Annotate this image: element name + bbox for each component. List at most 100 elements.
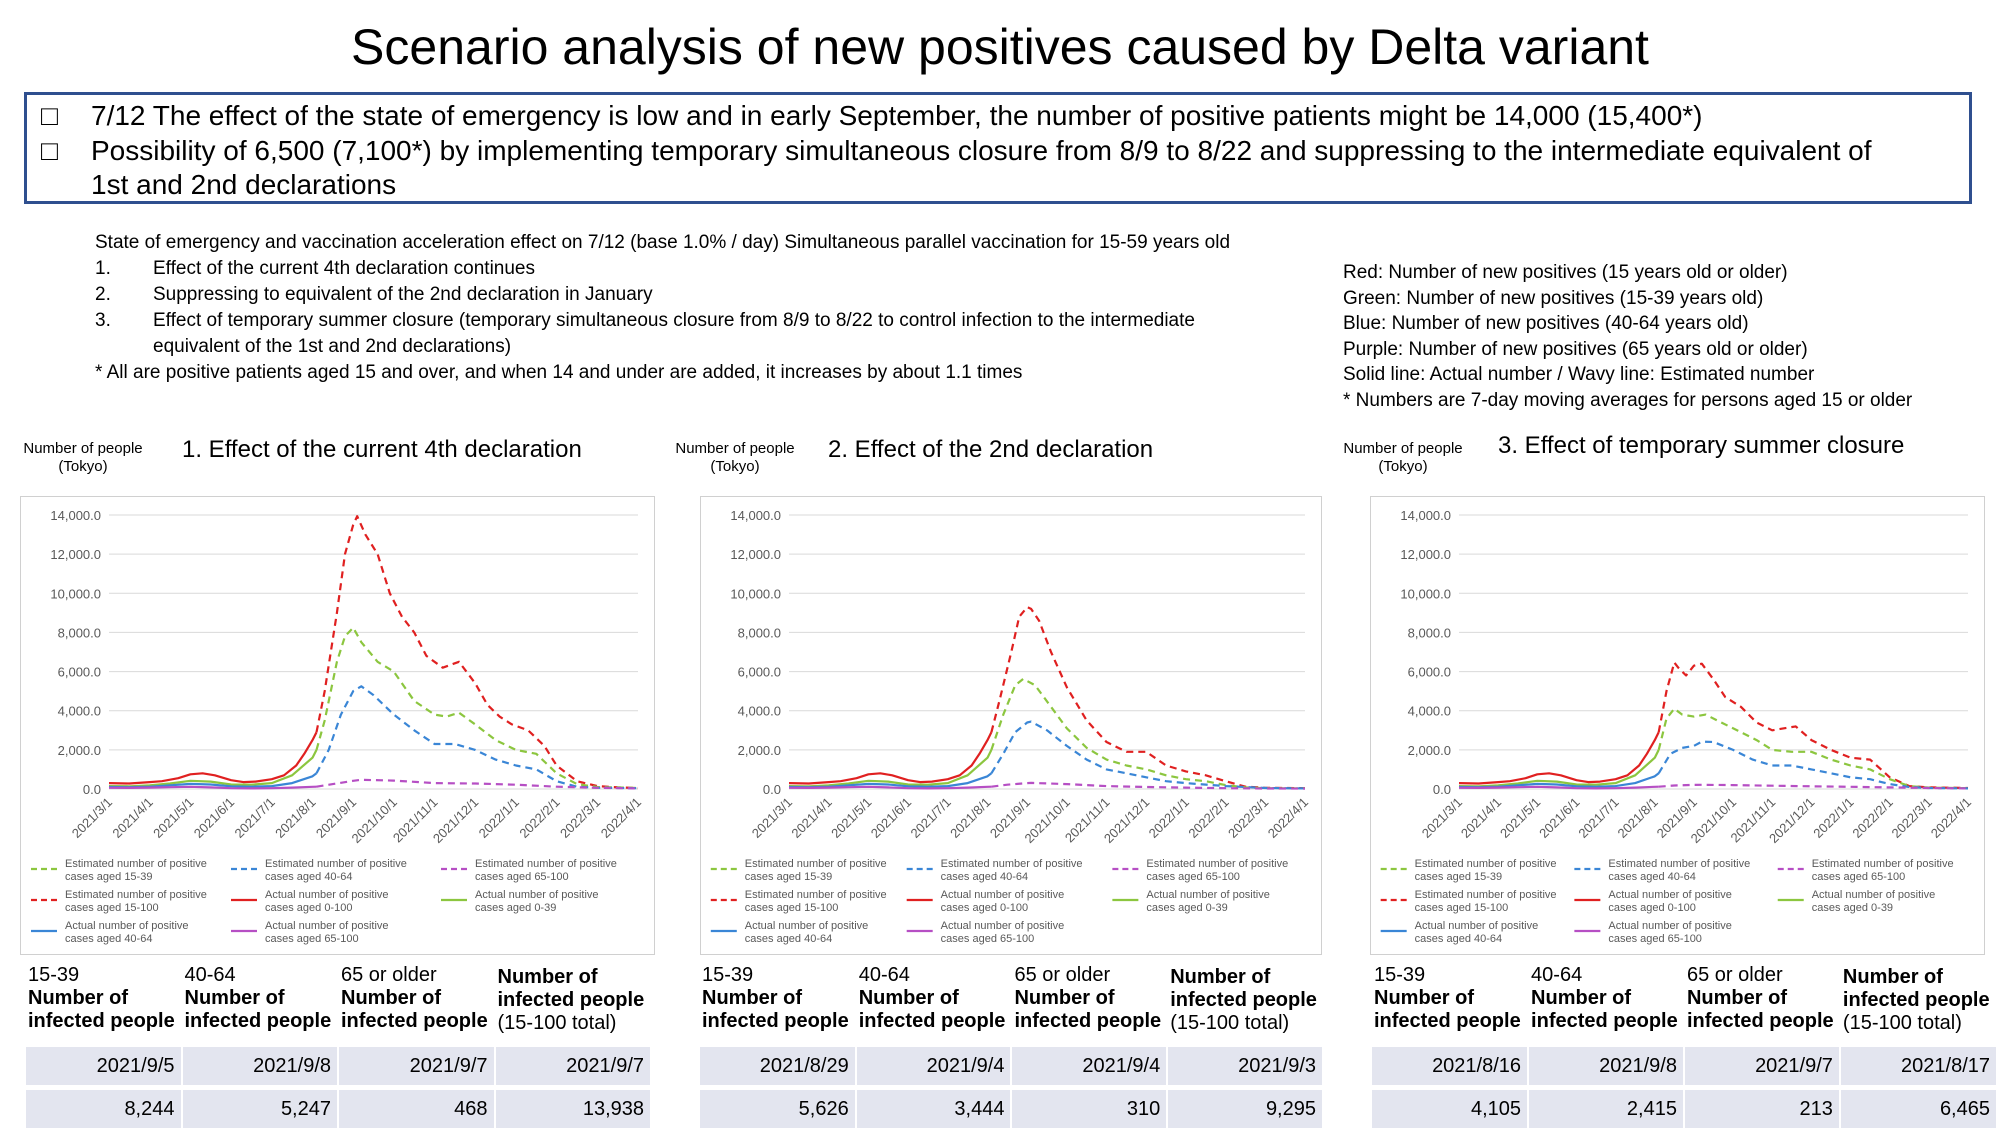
age-group-label: 65 or older: [1686, 964, 1783, 986]
legend-label-line1: Estimated number of positive: [1608, 858, 1750, 870]
legend-label-line2: cases aged 65-100: [475, 871, 569, 883]
header-cell: Number of infected people (15-100 total): [1840, 964, 1996, 1035]
legend-label-line2: cases aged 0-39: [1146, 902, 1227, 914]
table-header-row: 15-39 Number of infected people 40-64 Numbe…: [1372, 964, 1996, 1035]
y-tick-label: 2,000.0: [1408, 743, 1451, 758]
peak-value-cell: 2,415: [1529, 1090, 1683, 1128]
legend-label-line2: cases aged 15-39: [65, 871, 152, 883]
peak-value-cell: 310: [1012, 1090, 1167, 1128]
legend-label-line1: Estimated number of positive: [941, 858, 1083, 870]
infected-label: Number of infected people: [702, 987, 849, 1032]
x-tick-label: 2022/3/1: [1889, 795, 1935, 841]
header-cell: Number of infected people (15-100 total): [1168, 964, 1322, 1035]
age-group-label: 40-64: [1531, 964, 1583, 986]
x-tick-label: 2022/1/1: [1146, 795, 1192, 841]
x-tick-label: 2022/4/1: [1265, 795, 1311, 841]
x-tick-label: 2021/7/1: [231, 795, 277, 841]
y-axis-label: Number of people (Tokyo): [8, 440, 158, 476]
legend-label-line2: cases aged 40-64: [1415, 933, 1502, 945]
legend-label-line1: Estimated number of positive: [1415, 858, 1557, 870]
legend-label-line2: cases aged 40-64: [265, 871, 352, 883]
header-cell: 40-64 Number of infected people: [1529, 964, 1683, 1035]
legend-label-line1: Estimated number of positive: [65, 858, 207, 870]
series-line-5: [788, 749, 993, 788]
line-chart: 14,000.0 12,000.0 10,000.0 8,000.0 6,000.0 4,…: [710, 508, 1311, 945]
y-tick-label: 6,000.0: [1408, 665, 1451, 680]
summary-text-2-cont: 1st and 2nd declarations: [91, 169, 397, 200]
total-infected-label: Number of infected people: [1170, 966, 1317, 1011]
peak-date-cell: 2021/9/7: [1684, 1047, 1839, 1085]
y-tick-label: 12,000.0: [50, 547, 101, 562]
legend-text-red: Red: Number of new positives (15 years o…: [1343, 262, 1788, 283]
x-tick-label: 2022/3/1: [1225, 795, 1271, 841]
series-line-4: [1458, 731, 1660, 785]
infected-label: Number of infected people: [1531, 987, 1678, 1032]
total-infected-label: Number of infected people: [1842, 966, 1990, 1011]
peak-value-row: 4,105 2,415 213 6,465: [1372, 1090, 1996, 1128]
header-cell: 40-64 Number of infected people: [182, 964, 337, 1035]
legend-label-line1: Estimated number of positive: [65, 889, 207, 901]
age-group-label: 40-64: [858, 964, 910, 986]
series-line-7: [1458, 785, 1659, 790]
legend-label-line2: cases aged 40-64: [941, 871, 1028, 883]
peak-value-cell: 4,105: [1372, 1090, 1528, 1128]
x-tick-label: 2021/8/1: [1614, 795, 1660, 841]
y-tick-label: 10,000.0: [1400, 586, 1451, 601]
series-line-0: [1657, 661, 1969, 790]
legend-label-line1: Estimated number of positive: [475, 858, 617, 870]
peak-date-row: 2021/8/16 2021/9/8 2021/9/7 2021/8/17: [1372, 1047, 1996, 1085]
legend-label-line2: cases aged 65-100: [941, 933, 1035, 945]
color-legend-text: Red: Number of new positives (15 years o…: [1343, 260, 1912, 413]
x-tick-label: 2021/5/1: [828, 795, 874, 841]
legend-text-purple: Purple: Number of new positives (65 year…: [1343, 338, 1808, 360]
panel-title: 1. Effect of the current 4th declaration: [182, 436, 582, 463]
x-tick-label: 2021/3/1: [1419, 795, 1465, 841]
header-cell: 65 or older Number of infected people: [1012, 964, 1167, 1035]
x-tick-label: 2022/2/1: [1849, 795, 1895, 841]
y-tick-label: 8,000.0: [1408, 625, 1451, 640]
legend-label-line1: Actual number of positive: [1608, 889, 1732, 901]
y-tick-label: 14,000.0: [730, 508, 781, 523]
page-title: Scenario analysis of new positives cause…: [351, 19, 1649, 75]
y-tick-label: 0.0: [763, 782, 781, 797]
peak-date-cell: 2021/9/4: [1012, 1047, 1167, 1085]
age-group-label: 15-39: [1374, 964, 1426, 986]
legend-text-linestyle: Solid line: Actual number / Wavy line: E…: [1343, 364, 1815, 385]
header-cell: 15-39 Number of infected people: [1372, 964, 1528, 1035]
series-line-4: [788, 731, 993, 785]
legend-label-line1: Estimated number of positive: [745, 858, 887, 870]
series-line-5: [108, 749, 318, 788]
y-axis-label-line1: Number of people: [675, 440, 795, 457]
legend-label-line1: Actual number of positive: [941, 889, 1065, 901]
scenario-item-1: 1. Effect of the current 4th declaration …: [95, 258, 535, 279]
legend-text-note: * Numbers are 7-day moving averages for …: [1343, 389, 1913, 411]
description-header: State of emergency and vaccination accel…: [95, 232, 1231, 253]
legend-label-line2: cases aged 0-39: [475, 902, 556, 914]
x-tick-label: 2022/1/1: [1810, 795, 1856, 841]
panel-title: 3. Effect of temporary summer closure: [1498, 432, 1905, 459]
peak-date-cell: 2021/8/17: [1840, 1047, 1996, 1085]
x-tick-label: 2021/3/1: [69, 795, 115, 841]
legend-label-line2: cases aged 65-100: [1812, 871, 1906, 883]
age-group-label: 65 or older: [341, 964, 437, 986]
scenario-description: State of emergency and vaccination accel…: [95, 230, 1230, 386]
legend-label-line2: cases aged 65-100: [265, 933, 359, 945]
header-cell: Number of infected people (15-100 total): [495, 964, 650, 1035]
series-line-7: [108, 785, 317, 790]
series-line-1: [1657, 707, 1969, 790]
y-axis-label-line1: Number of people: [1343, 440, 1463, 457]
peak-value-cell: 6,465: [1840, 1090, 1996, 1128]
peak-value-row: 5,626 3,444 310 9,295: [700, 1090, 1322, 1128]
peak-value-cell: 13,938: [495, 1090, 650, 1128]
x-tick-label: 2021/8/1: [272, 795, 318, 841]
age-group-label: 40-64: [184, 964, 236, 986]
scenario-item-3: 3. Effect of temporary summer closure (te…: [95, 310, 1195, 331]
legend-label-line1: Estimated number of positive: [1146, 858, 1288, 870]
legend-label-line1: Estimated number of positive: [745, 889, 887, 901]
stats-table: 15-39 Number of infected people 40-64 Numbe…: [1370, 964, 1998, 1128]
peak-date-cell: 2021/9/8: [182, 1047, 337, 1085]
y-tick-label: 0.0: [1433, 782, 1451, 797]
chart-frame: 14,000.0 12,000.0 10,000.0 8,000.0 6,000.0 4,…: [700, 496, 1322, 955]
legend-label-line1: Actual number of positive: [1608, 920, 1732, 932]
legend-label-line1: Actual number of positive: [1415, 920, 1539, 932]
